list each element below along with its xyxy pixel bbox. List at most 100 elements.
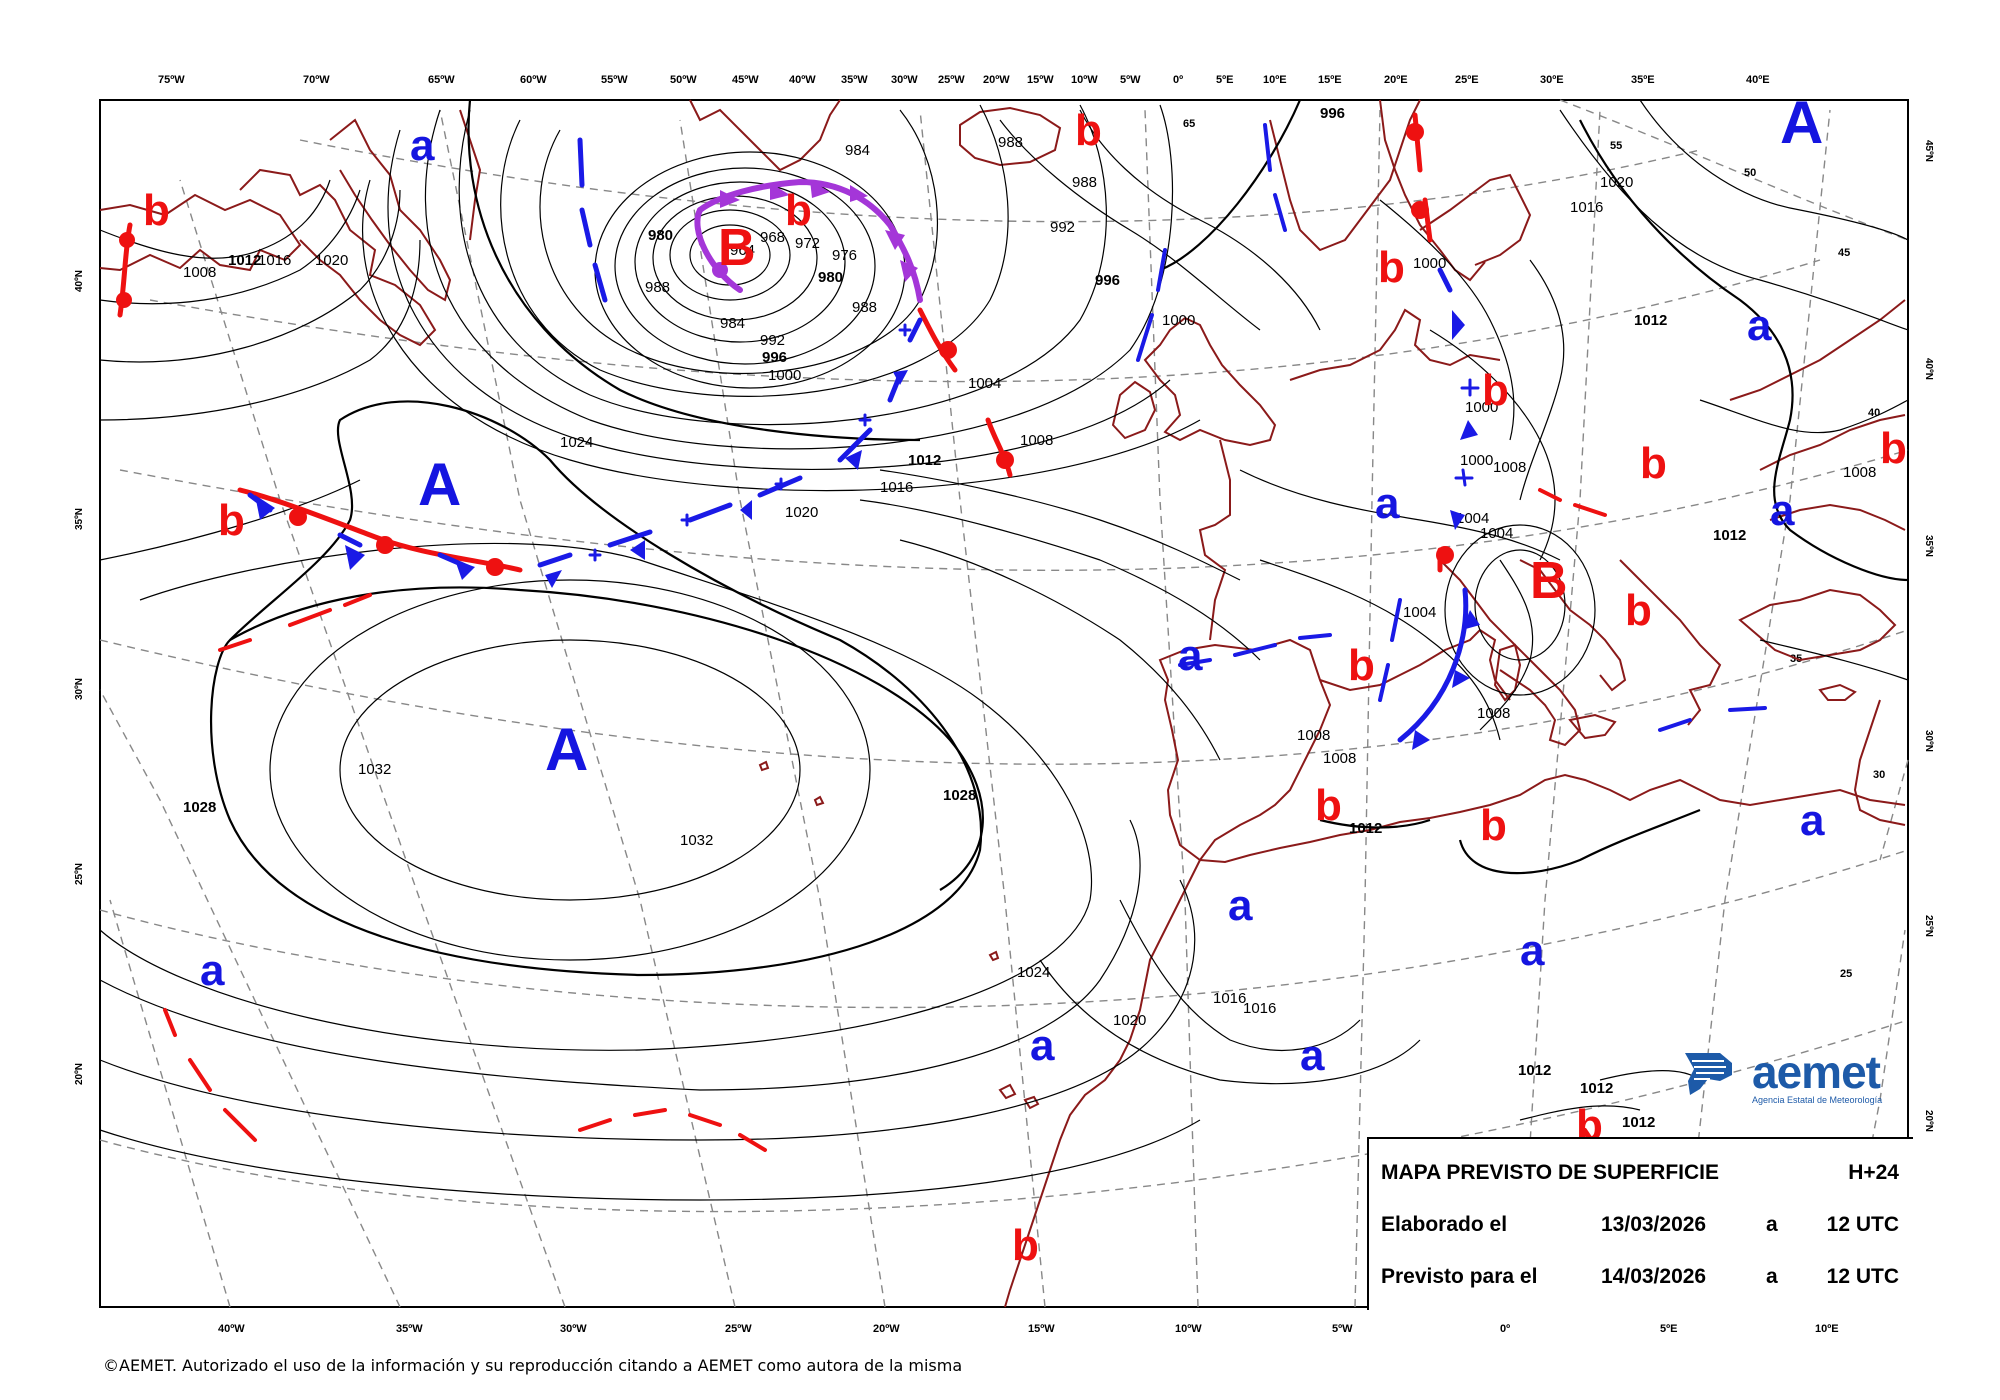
lon-label: 60ºW <box>520 74 547 86</box>
low-pressure-center: B <box>1530 552 1568 610</box>
isobar-label: 1008 <box>1020 432 1053 449</box>
pressure-centers: A A A B B a a a a a a a a a a a b b b b … <box>143 89 1907 1270</box>
lon-label: 70ºW <box>303 74 330 86</box>
lon-label: 10ºW <box>1175 1323 1202 1335</box>
relative-low: b <box>143 186 170 235</box>
lon-label: 75ºW <box>158 74 185 86</box>
isobar-label: 1008 <box>1323 750 1356 767</box>
isobar-label: 1008 <box>1297 727 1330 744</box>
elaborated-separator: a <box>1766 1213 1778 1236</box>
lat-label: 45ºN <box>1923 140 1934 162</box>
lon-label: 25ºW <box>725 1323 752 1335</box>
isobar-label: 988 <box>852 299 877 316</box>
lat-label: 30ºN <box>74 678 85 700</box>
isobar-label: 1000 <box>1413 255 1446 272</box>
lon-label: 15ºE <box>1318 74 1342 86</box>
isobar-label: 1012 <box>1349 820 1382 837</box>
bottom-longitude-labels: 40ºW 35ºW 30ºW 25ºW 20ºW 15ºW 10ºW 5ºW 0… <box>218 1323 1839 1335</box>
isobar-label: 1012 <box>908 452 941 469</box>
lon-label: 55ºW <box>601 74 628 86</box>
isobar-label: 1000 <box>1162 312 1195 329</box>
relative-high: a <box>1228 881 1253 930</box>
left-latitude-labels: 40ºN 35ºN 30ºN 25ºN 20ºN <box>74 270 85 1085</box>
lon-label: 40ºW <box>789 74 816 86</box>
lon-label: 10ºE <box>1263 74 1287 86</box>
copyright-notice: ©AEMET. Autorizado el uso de la informac… <box>103 1356 963 1375</box>
lon-label: 25ºE <box>1455 74 1479 86</box>
occluded-front <box>697 178 923 303</box>
lon-label: 5ºE <box>1660 1323 1677 1335</box>
relative-low: b <box>1880 424 1907 473</box>
isobar-label: 1012 <box>228 252 261 269</box>
isobar-label: 1020 <box>1113 1012 1146 1029</box>
lat-label: 40ºN <box>74 270 85 292</box>
isobar-label: 988 <box>645 279 670 296</box>
isobar-label: 1012 <box>1622 1114 1655 1131</box>
relative-high: a <box>410 121 435 170</box>
relative-low: b <box>1378 243 1405 292</box>
cold-front <box>577 137 585 188</box>
isobar-label: 972 <box>795 235 820 252</box>
lat-label: 20ºN <box>1923 1110 1934 1132</box>
isobar-label: 1020 <box>1600 174 1633 191</box>
high-pressure-center: A <box>545 716 588 783</box>
lat-label: 30ºN <box>1923 730 1934 752</box>
isobar-label: 1016 <box>880 479 913 496</box>
isobar-label: 1028 <box>183 799 216 816</box>
isobar-label: 1024 <box>560 434 593 451</box>
map-title: MAPA PREVISTO DE SUPERFICIE <box>1381 1161 1719 1184</box>
relative-low: b <box>1075 106 1102 155</box>
isobar-label: 1028 <box>943 787 976 804</box>
lon-label: 20ºW <box>873 1323 900 1335</box>
isobar-label: 1012 <box>1634 312 1667 329</box>
lat-label: 35ºN <box>1923 535 1934 557</box>
relative-low: b <box>1640 439 1667 488</box>
forecast-horizon: H+24 <box>1848 1161 1899 1184</box>
isobar-label: 980 <box>818 269 843 286</box>
isobars <box>99 99 1909 1201</box>
isobar-label: 1004 <box>1480 525 1513 542</box>
isobar-label: 1008 <box>1493 459 1526 476</box>
aemet-subtitle: Agencia Estatal de Meteorología <box>1752 1095 1883 1105</box>
high-pressure-center: A <box>418 451 461 518</box>
lon-label: 40ºE <box>1746 74 1770 86</box>
isobar-label: 1016 <box>1243 1000 1276 1017</box>
isobar-label: 1020 <box>785 504 818 521</box>
isobar-label: 968 <box>760 229 785 246</box>
lat-number: 45 <box>1838 247 1850 259</box>
lon-label: 30ºE <box>1540 74 1564 86</box>
isobar-label: 1004 <box>1403 604 1436 621</box>
lat-label: 35ºN <box>74 508 85 530</box>
isobar-label: 980 <box>648 227 673 244</box>
lon-label: 15ºW <box>1028 1323 1055 1335</box>
isobar-label: 1012 <box>1580 1080 1613 1097</box>
lon-label: 35ºW <box>841 74 868 86</box>
graticule <box>99 99 1909 1308</box>
isobar-labels: 964 968 972 976 980 980 984 984 988 988 … <box>183 105 1876 1131</box>
isobar-label: 996 <box>1095 272 1120 289</box>
relative-low: b <box>1012 1221 1039 1270</box>
aemet-wordmark: aemet <box>1752 1046 1881 1098</box>
relative-low: b <box>1625 586 1652 635</box>
lon-label: 45ºW <box>732 74 759 86</box>
isobar-label: 984 <box>720 315 745 332</box>
isobar-label: 984 <box>845 142 870 159</box>
isobar-label: 1012 <box>1713 527 1746 544</box>
relative-high: a <box>1747 301 1772 350</box>
lat-label: 25ºN <box>74 863 85 885</box>
relative-high: a <box>1770 486 1795 535</box>
relative-high: a <box>1030 1021 1055 1070</box>
lon-label: 5ºW <box>1332 1323 1353 1335</box>
relative-low: b <box>785 186 812 235</box>
lat-label: 20ºN <box>74 1063 85 1085</box>
lon-label: 0º <box>1173 74 1183 86</box>
low-pressure-center: B <box>718 219 756 277</box>
relative-high: a <box>1800 796 1825 845</box>
isobar-label: 1008 <box>1477 705 1510 722</box>
lon-label: 0º <box>1500 1323 1510 1335</box>
lon-label: 30ºW <box>560 1323 587 1335</box>
lon-label: 50ºW <box>670 74 697 86</box>
elaborated-date: 13/03/2026 <box>1601 1213 1707 1236</box>
lon-label: 35ºW <box>396 1323 423 1335</box>
